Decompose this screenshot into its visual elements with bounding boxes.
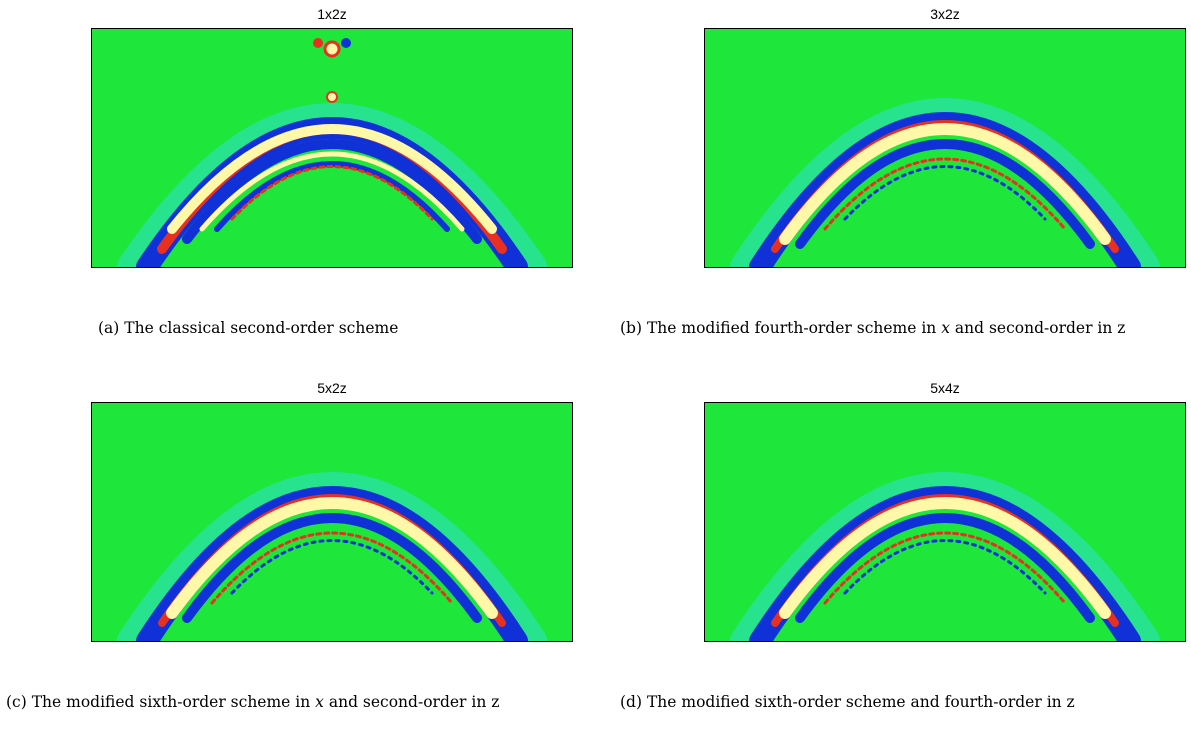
caption-c-text: The modified sixth-order scheme in bbox=[31, 693, 311, 711]
panel-a-title: 1x2z bbox=[317, 6, 347, 22]
caption-b-var: x bbox=[941, 319, 950, 337]
caption-a: (a) The classical second-order scheme bbox=[98, 318, 598, 339]
caption-d-tail: in z bbox=[1046, 693, 1075, 711]
wavefield-image-d bbox=[730, 472, 1160, 641]
wavefield-image-b bbox=[730, 98, 1160, 267]
caption-d-tag: (d) bbox=[620, 693, 643, 711]
caption-a-text: The classical second-order scheme bbox=[124, 319, 399, 337]
caption-d-text: The modified sixth-order scheme and four… bbox=[646, 693, 1042, 711]
caption-c-tail: and second-order in z bbox=[328, 693, 500, 711]
caption-a-tag: (a) bbox=[98, 319, 120, 337]
caption-d: (d) The modified sixth-order scheme and … bbox=[620, 692, 1180, 713]
caption-b-text: The modified fourth-order scheme in bbox=[646, 319, 937, 337]
panel-c-plot bbox=[91, 402, 573, 642]
caption-c: (c) The modified sixth-order scheme in x… bbox=[6, 692, 566, 713]
panel-c-title: 5x2z bbox=[317, 380, 347, 396]
panel-b-title: 3x2z bbox=[930, 6, 960, 22]
caption-c-tag: (c) bbox=[6, 693, 27, 711]
panel-d-title: 5x4z bbox=[930, 380, 960, 396]
caption-b: (b) The modified fourth-order scheme in … bbox=[620, 318, 1180, 339]
wavefield-image-a bbox=[117, 38, 547, 267]
panel-d-plot bbox=[704, 402, 1186, 642]
caption-b-tail: and second-order in z bbox=[954, 319, 1126, 337]
wavefield-image-c bbox=[117, 472, 547, 641]
caption-c-var: x bbox=[315, 693, 324, 711]
panel-b-plot bbox=[704, 28, 1186, 268]
caption-b-tag: (b) bbox=[620, 319, 643, 337]
panel-a-plot bbox=[91, 28, 573, 268]
